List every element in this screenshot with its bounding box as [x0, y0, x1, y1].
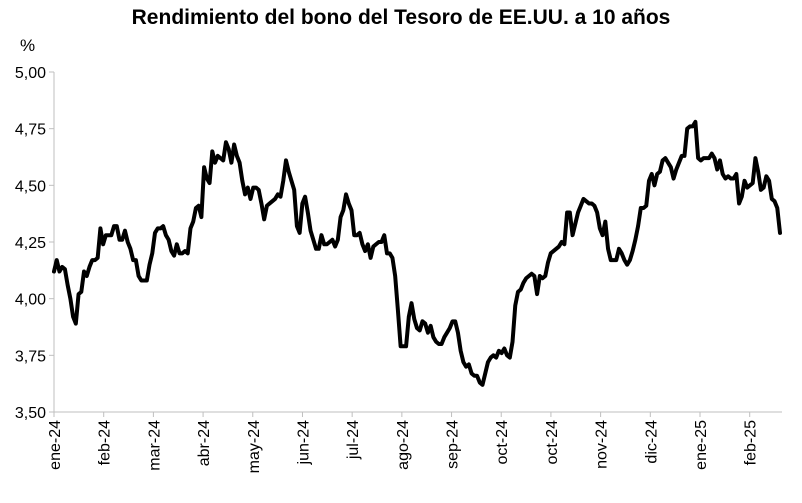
x-tick-label: may-24 — [246, 420, 263, 473]
y-tick-label: 3,50 — [15, 405, 46, 422]
x-tick-label: abr-24 — [196, 420, 213, 466]
x-tick-label: mar-24 — [146, 420, 163, 471]
y-axis-tick-labels: 3,50 3,75 4,00 4,25 4,50 4,75 5,00 — [15, 65, 46, 422]
y-tick-label: 3,75 — [15, 348, 46, 365]
x-tick-label: oct-24 — [494, 420, 511, 465]
x-tick-label: feb-24 — [97, 420, 114, 465]
x-tick-label: sep-24 — [445, 420, 462, 469]
x-tick-label: dic-24 — [643, 420, 660, 464]
x-tick-label: jun-24 — [295, 420, 312, 466]
y-tick-label: 4,00 — [15, 292, 46, 309]
chart-axes — [49, 71, 782, 417]
x-axis-tick-labels: ene-24 feb-24 mar-24 abr-24 may-24 jun-24 jul-… — [47, 420, 760, 473]
x-tick-label: ene-25 — [693, 420, 710, 470]
y-axis-unit-label: % — [20, 36, 36, 55]
y-tick-label: 5,00 — [15, 65, 46, 82]
x-tick-label: feb-25 — [743, 420, 760, 465]
x-tick-label: nov-24 — [594, 420, 611, 469]
y-tick-label: 4,75 — [15, 122, 46, 139]
x-tick-label: oct-24 — [544, 420, 561, 465]
chart-title: Rendimiento del bono del Tesoro de EE.UU… — [131, 6, 671, 29]
x-tick-label: ene-24 — [47, 420, 64, 470]
x-tick-label: jul-24 — [345, 420, 362, 460]
y-tick-label: 4,50 — [15, 178, 46, 195]
y-tick-label: 4,25 — [15, 235, 46, 252]
series-line-yield — [52, 119, 782, 387]
x-tick-label: ago-24 — [395, 420, 412, 470]
